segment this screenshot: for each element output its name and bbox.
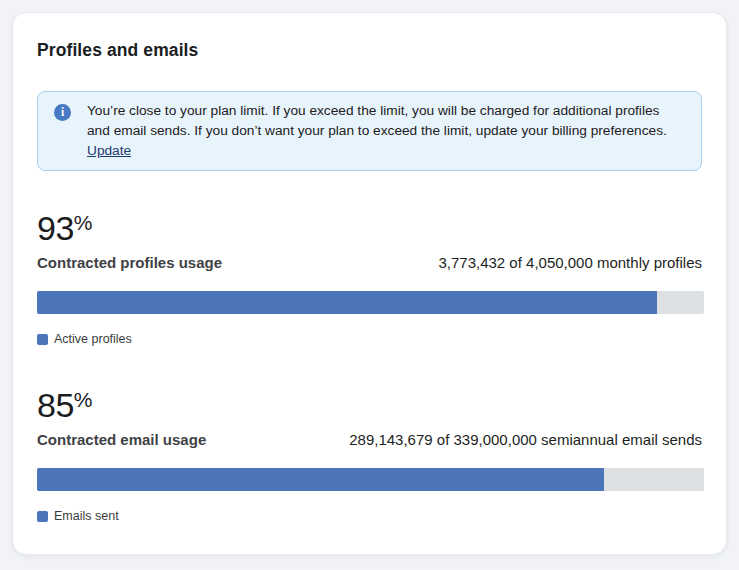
email-progress-bar	[37, 468, 704, 491]
profiles-usage-label: Contracted profiles usage	[37, 254, 222, 271]
email-percent-symbol: %	[74, 388, 93, 411]
alert-message: You’re close to your plan limit. If you …	[87, 101, 675, 161]
alert-message-text: You’re close to your plan limit. If you …	[87, 103, 667, 138]
email-usage-section: 85% Contracted email usage 289,143,679 o…	[37, 380, 702, 523]
profiles-percent-value: 93	[37, 209, 74, 247]
page-title: Profiles and emails	[37, 39, 702, 61]
email-label-row: Contracted email usage 289,143,679 of 33…	[37, 431, 702, 448]
profiles-legend: Active profiles	[37, 332, 702, 346]
plan-limit-alert: i You’re close to your plan limit. If yo…	[37, 91, 702, 171]
profiles-usage-section: 93% Contracted profiles usage 3,773,432 …	[37, 203, 702, 346]
profiles-progress-bar	[37, 291, 704, 314]
email-legend: Emails sent	[37, 509, 702, 523]
legend-swatch-icon	[37, 334, 48, 345]
legend-swatch-icon	[37, 511, 48, 522]
email-usage-label: Contracted email usage	[37, 431, 206, 448]
profiles-usage-percent: 93%	[37, 203, 702, 248]
profiles-and-emails-card: Profiles and emails i You’re close to yo…	[12, 12, 727, 555]
profiles-legend-label: Active profiles	[54, 332, 132, 346]
email-legend-label: Emails sent	[54, 509, 119, 523]
update-link[interactable]: Update	[87, 143, 131, 158]
email-percent-value: 85	[37, 386, 74, 424]
email-progress-fill	[37, 468, 604, 491]
profiles-percent-symbol: %	[74, 211, 93, 234]
email-usage-percent: 85%	[37, 380, 702, 425]
info-icon: i	[54, 104, 71, 121]
profiles-progress-fill	[37, 291, 657, 314]
profiles-usage-numbers: 3,773,432 of 4,050,000 monthly profiles	[438, 254, 702, 271]
email-usage-numbers: 289,143,679 of 339,000,000 semiannual em…	[349, 431, 702, 448]
profiles-label-row: Contracted profiles usage 3,773,432 of 4…	[37, 254, 702, 271]
